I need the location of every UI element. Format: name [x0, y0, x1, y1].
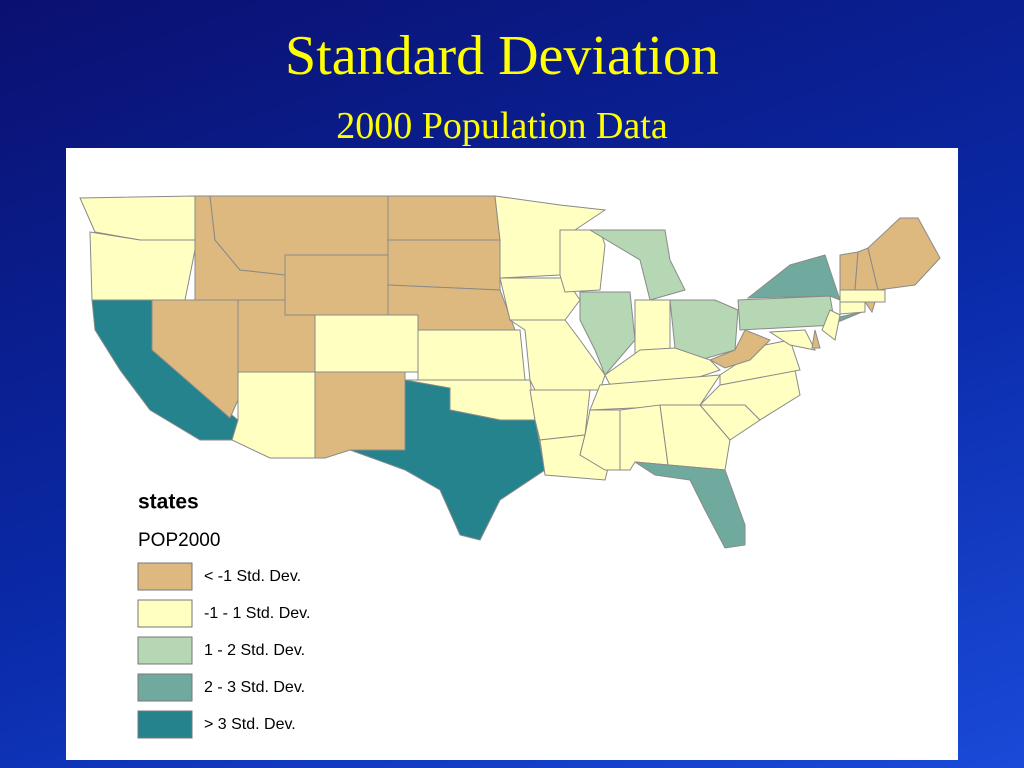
state	[768, 329, 816, 351]
state	[314, 371, 406, 459]
map-panel: states POP2000 < -1 Std. Dev. -1 - 1 Std.…	[66, 148, 958, 760]
legend-label: < -1 Std. Dev.	[204, 568, 301, 585]
state	[417, 329, 526, 381]
subtitle: 2000 Population Data	[336, 105, 668, 147]
legend-label: 2 - 3 Std. Dev.	[204, 679, 305, 696]
legend-swatch	[137, 710, 193, 739]
state	[839, 289, 886, 303]
state	[839, 301, 866, 315]
state	[284, 254, 389, 316]
state	[708, 329, 771, 369]
state	[737, 295, 836, 331]
state	[499, 277, 581, 321]
state	[231, 371, 316, 459]
legend-swatch	[137, 562, 193, 591]
legend-label: -1 - 1 Std. Dev.	[204, 605, 310, 622]
state	[387, 195, 501, 241]
legend-label: 1 - 2 Std. Dev.	[204, 642, 305, 659]
legend: < -1 Std. Dev. -1 - 1 Std. Dev. 1 - 2 Std.…	[137, 562, 310, 739]
legend-swatch	[137, 673, 193, 702]
state	[349, 379, 546, 541]
legend-layer: states	[138, 491, 199, 514]
state	[588, 229, 686, 301]
states-map	[79, 195, 941, 549]
state	[746, 254, 841, 301]
title: Standard Deviation	[285, 25, 719, 87]
state	[811, 329, 821, 349]
state	[659, 404, 731, 471]
state	[89, 231, 196, 301]
legend-swatch	[137, 599, 193, 628]
state	[559, 229, 606, 293]
state	[634, 461, 746, 549]
state	[387, 239, 501, 291]
state	[529, 389, 591, 441]
state	[314, 314, 419, 373]
state	[864, 301, 876, 314]
state	[634, 299, 671, 356]
legend-swatch	[137, 636, 193, 665]
state	[821, 309, 841, 341]
legend-label: > 3 Std. Dev.	[204, 716, 296, 733]
legend-field: POP2000	[138, 530, 220, 551]
